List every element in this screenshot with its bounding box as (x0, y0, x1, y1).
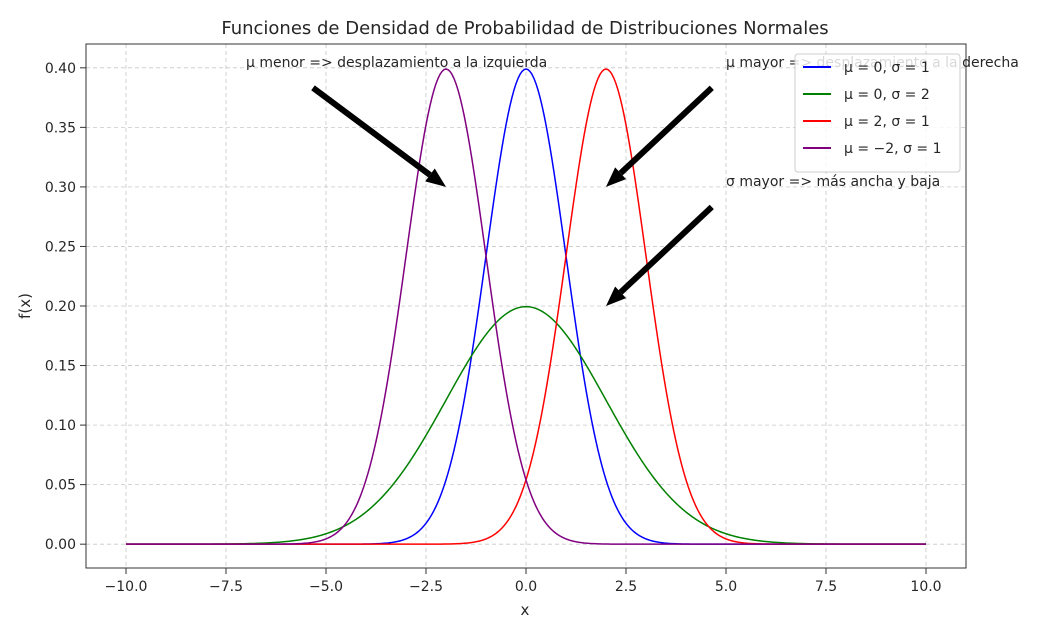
y-tick-label: 0.40 (45, 61, 76, 77)
y-tick-label: 0.20 (45, 299, 76, 315)
y-tick-label: 0.35 (45, 120, 76, 136)
y-tick-label: 0.30 (45, 180, 76, 196)
series-layer (126, 68, 926, 545)
y-tick-label: 0.00 (45, 537, 76, 553)
legend-layer: μ = 0, σ = 1 μ = 0, σ = 2 μ = 2, σ = 1 μ = … (794, 53, 961, 173)
series-line-3 (126, 68, 926, 545)
x-axis-title: x (521, 601, 530, 619)
x-tick-label: 2.5 (615, 579, 637, 595)
annotation-arrow-shaft (618, 204, 714, 295)
legend-label: μ = −2, σ = 1 (844, 141, 942, 157)
annotation-label: σ mayor => más ancha y baja (726, 174, 940, 190)
annotation-arrow-head (606, 167, 627, 187)
x-tick-label: −5.0 (309, 579, 343, 595)
y-tick-label: 0.05 (45, 478, 76, 494)
x-tick-label: 10.0 (910, 579, 941, 595)
axes-layer: −10.0 −7.5 −5.0 −2.5 0.0 2.5 5.0 7.5 10.0 0.00 0.0… (45, 61, 942, 595)
x-tick-label: −10.0 (105, 579, 148, 595)
y-tick-label: 0.25 (45, 239, 76, 255)
y-tick-label: 0.10 (45, 418, 76, 434)
legend-label: μ = 0, σ = 1 (844, 60, 930, 76)
annotation-arrow-shaft (311, 85, 432, 178)
x-tick-label: 7.5 (815, 579, 837, 595)
annotation-label: μ menor => desplazamiento a la izquierda (246, 55, 547, 71)
legend-box (794, 53, 961, 173)
x-tick-label: −7.5 (209, 579, 243, 595)
x-tick-label: 5.0 (715, 579, 737, 595)
annotation-arrow-head (606, 286, 627, 306)
legend-label: μ = 0, σ = 2 (844, 87, 930, 103)
legend-label: μ = 2, σ = 1 (844, 114, 930, 130)
chart-title: Funciones de Densidad de Probabilidad de… (221, 18, 828, 39)
x-tick-label: −2.5 (409, 579, 443, 595)
annotation-arrow-head (425, 168, 446, 187)
series-line-1 (126, 305, 926, 545)
annotation-arrow-shaft (618, 85, 714, 176)
y-tick-label: 0.15 (45, 359, 76, 375)
y-axis-title: f(x) (16, 293, 34, 319)
x-tick-label: 0.0 (515, 579, 537, 595)
